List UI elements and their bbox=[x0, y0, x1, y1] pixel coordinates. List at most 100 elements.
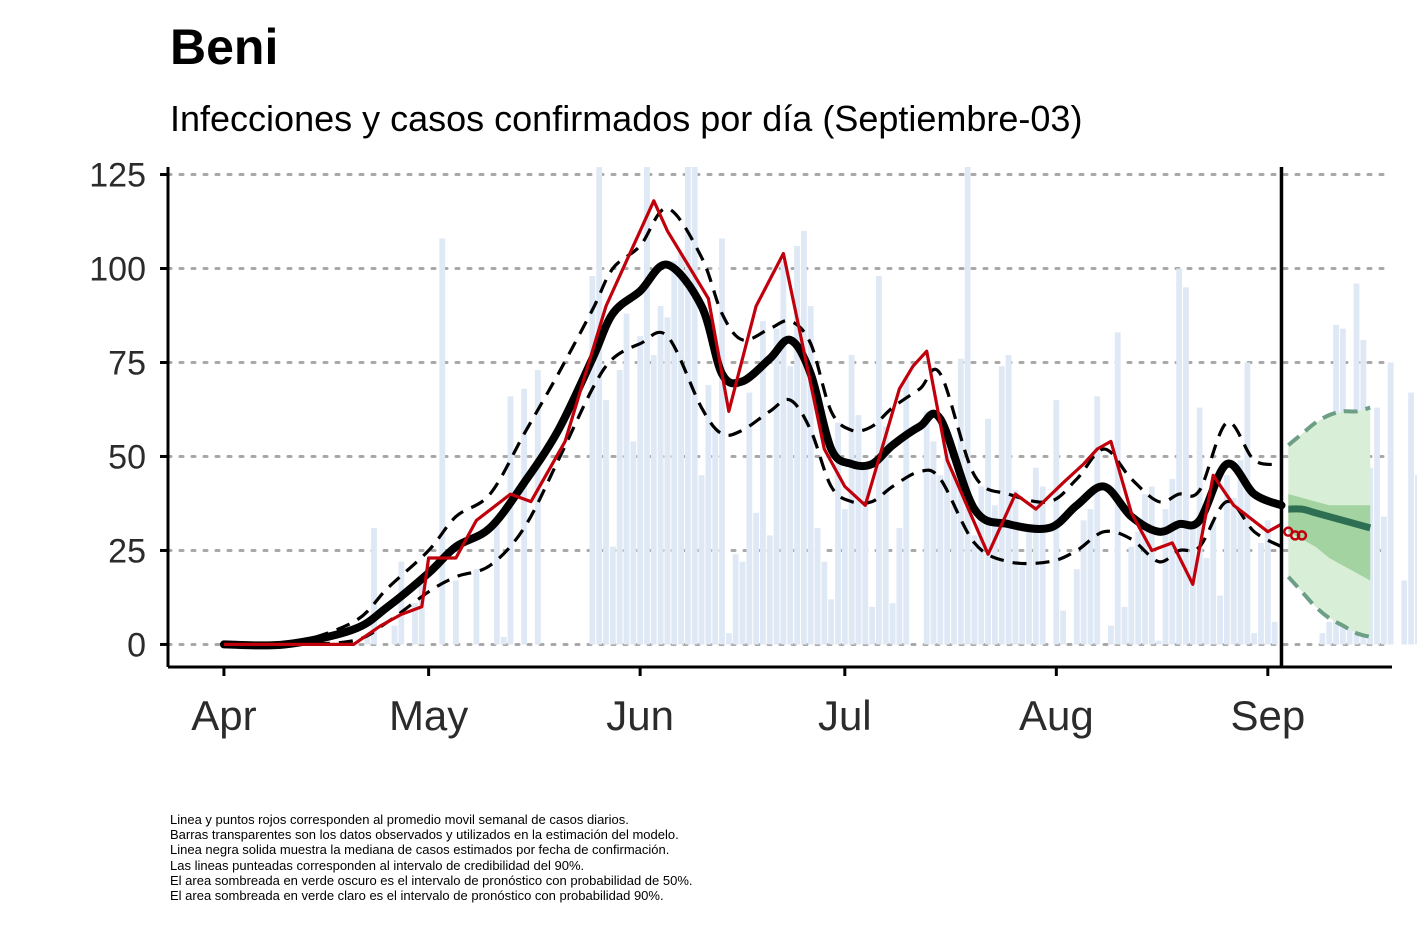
observed-bar bbox=[534, 370, 541, 645]
observed-bar bbox=[1135, 531, 1142, 645]
chart-svg: 0 25 50 75 100 125 Apr May Jun Jul Aug Sep bbox=[89, 157, 1417, 739]
observed-bar bbox=[364, 636, 371, 645]
observed-bar bbox=[835, 422, 841, 645]
moving-average-line bbox=[223, 199, 1283, 646]
observed-bar bbox=[1142, 494, 1148, 645]
observed-bar bbox=[780, 260, 787, 645]
observed-bar bbox=[1032, 467, 1039, 645]
observed-bar bbox=[1080, 520, 1087, 645]
observed-bar bbox=[739, 561, 746, 645]
x-tick-label: Sep bbox=[1230, 692, 1305, 739]
observed-bar bbox=[507, 396, 514, 645]
footnote-line: El area sombreada en verde oscuro es el … bbox=[170, 872, 693, 888]
forecast-bands bbox=[1286, 405, 1372, 639]
y-tick-label: 125 bbox=[89, 157, 146, 195]
observed-bar bbox=[889, 603, 896, 645]
observed-bar bbox=[773, 328, 780, 645]
series-lines bbox=[219, 167, 1308, 667]
observed-bar bbox=[1073, 569, 1080, 645]
footnote-line: El area sombreada en verde claro es el i… bbox=[170, 888, 664, 904]
observed-bar bbox=[1039, 486, 1046, 645]
observed-bar bbox=[814, 527, 821, 645]
observed-bar bbox=[753, 512, 760, 645]
observed-bar bbox=[1230, 497, 1237, 645]
observed-bar bbox=[1005, 354, 1012, 645]
y-tick-label: 25 bbox=[108, 532, 146, 570]
observed-bar bbox=[671, 260, 678, 645]
footnote-line: Las lineas punteadas corresponden al int… bbox=[170, 857, 585, 873]
observed-bar bbox=[453, 580, 459, 645]
observed-bar bbox=[746, 392, 753, 645]
observed-bar bbox=[650, 354, 657, 645]
median-line bbox=[219, 260, 1286, 650]
observed-bar bbox=[1319, 633, 1326, 645]
observed-bar bbox=[923, 411, 930, 645]
footnote-line: Barras transparentes son los datos obser… bbox=[170, 827, 679, 843]
observed-bar bbox=[1401, 580, 1408, 645]
observed-bar bbox=[1019, 565, 1026, 645]
observed-bar bbox=[848, 354, 855, 645]
observed-bar bbox=[1258, 542, 1264, 645]
observed-bar bbox=[1176, 268, 1183, 645]
observed-bar bbox=[1108, 625, 1114, 645]
observed-bar bbox=[1326, 621, 1333, 645]
observed-bar bbox=[521, 388, 528, 645]
observed-bar bbox=[439, 238, 446, 645]
observed-bar bbox=[678, 253, 684, 645]
observed-bar bbox=[760, 321, 766, 645]
observed-bar bbox=[1060, 610, 1067, 645]
chart-subtitle: Infecciones y casos confirmados por día … bbox=[170, 98, 1083, 139]
observed-bar bbox=[951, 471, 957, 645]
observed-bar bbox=[1183, 287, 1189, 645]
observed-bar bbox=[807, 306, 814, 645]
observed-bar bbox=[589, 276, 596, 645]
observed-bar bbox=[1162, 509, 1169, 645]
observed-bar bbox=[493, 524, 500, 645]
observed-bar bbox=[855, 415, 862, 645]
observed-bar bbox=[1203, 557, 1210, 645]
observed-bar bbox=[800, 230, 807, 645]
observed-bar bbox=[1244, 362, 1251, 645]
observed-bar bbox=[1223, 475, 1230, 645]
observed-bar bbox=[637, 336, 644, 645]
observed-bar bbox=[1380, 516, 1387, 645]
forecast-lower-dashed bbox=[1286, 575, 1371, 639]
observed-bar bbox=[964, 167, 971, 645]
observed-bar bbox=[1189, 527, 1196, 645]
footnote-line: Linea y puntos rojos corresponden al pro… bbox=[170, 812, 629, 827]
observed-bar bbox=[1415, 475, 1417, 645]
chart-title: Beni bbox=[170, 19, 279, 75]
x-tick-label: Jun bbox=[606, 692, 674, 739]
observed-bar bbox=[398, 561, 405, 645]
forecast-band-50 bbox=[1288, 494, 1371, 581]
observed-bar bbox=[609, 546, 616, 645]
observed-bar bbox=[1408, 392, 1415, 645]
observed-bar bbox=[862, 467, 869, 645]
observed-bar bbox=[596, 167, 603, 645]
observed-bar bbox=[1155, 640, 1162, 645]
observed-bar bbox=[1387, 362, 1394, 645]
observed-bar bbox=[1128, 546, 1135, 645]
y-tick-label: 75 bbox=[108, 344, 146, 382]
observed-bar bbox=[705, 385, 712, 645]
observed-bar bbox=[821, 561, 828, 645]
observed-bar bbox=[657, 306, 664, 645]
observed-bar bbox=[1251, 633, 1258, 645]
observed-bar bbox=[712, 430, 719, 645]
observed-bar bbox=[603, 400, 609, 645]
observed-bar bbox=[719, 238, 725, 645]
observed-bar bbox=[630, 441, 637, 645]
observed-bar bbox=[1026, 531, 1032, 645]
observed-bar bbox=[787, 366, 794, 645]
observed-bar bbox=[1217, 595, 1223, 645]
observed-bar bbox=[1237, 460, 1244, 645]
observed-bar bbox=[725, 633, 732, 645]
observed-bar bbox=[1264, 520, 1271, 645]
observed-bar bbox=[732, 554, 739, 645]
forecast-upper-dashed bbox=[1287, 405, 1371, 447]
observed-bar bbox=[882, 426, 889, 645]
observed-bar bbox=[1169, 479, 1176, 645]
y-tick-label: 0 bbox=[127, 626, 146, 664]
observed-bar bbox=[1114, 332, 1121, 645]
observed-bar bbox=[391, 625, 398, 645]
